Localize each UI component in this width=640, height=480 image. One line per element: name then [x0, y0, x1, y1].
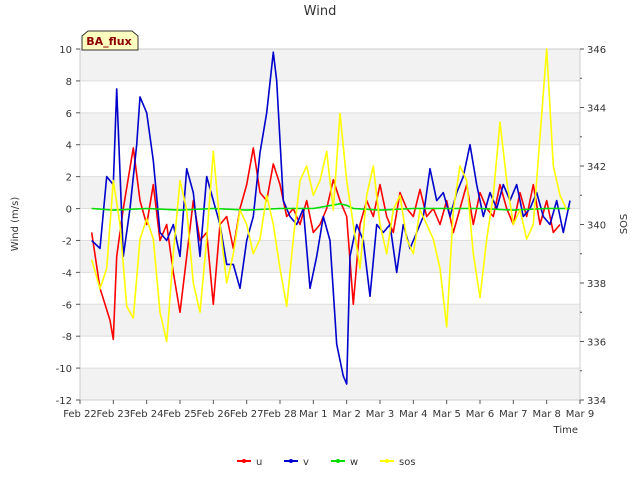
x-tick-label: Mar 2 [332, 409, 360, 420]
x-tick-label: Feb 22 [63, 409, 97, 420]
y2-tick-label: 338 [587, 279, 606, 290]
legend-marker [385, 459, 389, 463]
y-tick-label: 10 [59, 45, 72, 56]
y-tick-label: -4 [62, 268, 72, 279]
badge-label: BA_flux [86, 35, 131, 48]
background-band [80, 112, 580, 145]
series-line-v [91, 51, 571, 385]
y2-tick-label: 334 [587, 396, 606, 407]
x-tick-label: Mar 6 [466, 409, 494, 420]
series-line-sos [90, 48, 568, 343]
x-tick-label: Feb 27 [230, 409, 264, 420]
x-tick-label: Feb 26 [197, 409, 231, 420]
x-tick-label: Mar 1 [299, 409, 327, 420]
x-tick-label: Mar 7 [499, 409, 527, 420]
legend-item-sos: sos [380, 457, 416, 468]
legend-marker [336, 459, 340, 463]
x-tick-label: Mar 8 [532, 409, 560, 420]
x-tick-label: Feb 25 [163, 409, 197, 420]
background-band [80, 49, 580, 81]
legend-label: v [303, 457, 309, 468]
y-axis-title: Wind (m/s) [10, 197, 21, 252]
y-tick-label: 4 [66, 141, 72, 152]
x-tick-label: Mar 5 [432, 409, 460, 420]
y-axis-ticks: -12 -10 -8 -6 -4 -2 0 2 4 6 8 10 [56, 45, 80, 407]
x-tick-label: Feb 24 [130, 409, 164, 420]
legend-item-w: w [331, 457, 358, 468]
legend-label: w [350, 457, 358, 468]
y2-axis-title: SOS [619, 214, 630, 235]
series-lines [90, 48, 571, 385]
badge-box [81, 30, 139, 51]
y-tick-label: -10 [56, 364, 72, 375]
legend-item-v: v [284, 457, 309, 468]
y2-tick-label: 344 [587, 104, 606, 115]
series-line-w [91, 203, 570, 211]
x-tick-label: Mar 9 [566, 409, 594, 420]
legend-label: u [256, 457, 262, 468]
y-tick-label: -6 [62, 300, 72, 311]
legend-marker [242, 459, 246, 463]
y2-axis-ticks: 334 336 338 340 342 344 346 [580, 45, 606, 407]
y-tick-label: 8 [66, 77, 72, 88]
y-tick-label: -12 [56, 396, 72, 407]
x-axis-title: Time [553, 425, 578, 436]
legend-marker [289, 459, 293, 463]
x-tick-label: Feb 23 [97, 409, 131, 420]
badge: BA_flux [81, 30, 139, 51]
y2-tick-label: 346 [587, 45, 606, 56]
legend: u v w sos [237, 457, 416, 468]
background-band [80, 368, 580, 400]
y2-tick-label: 342 [587, 162, 606, 173]
x-axis-ticks: Feb 22 Feb 23 Feb 24 Feb 25 Feb 26 Feb 27 Feb … [63, 400, 594, 420]
x-tick-label: Feb 28 [263, 409, 297, 420]
chart-title: Wind [304, 4, 337, 19]
y-tick-label: -8 [62, 332, 72, 343]
plot-background [80, 49, 580, 400]
x-tick-label: Mar 4 [399, 409, 427, 420]
legend-label: sos [399, 457, 416, 468]
background-bands [80, 49, 580, 400]
y-tick-label: 6 [66, 109, 72, 120]
y-tick-label: 0 [66, 205, 72, 216]
y-tick-label: -2 [62, 236, 72, 247]
y2-tick-label: 340 [587, 221, 606, 232]
series-line-u [90, 147, 561, 341]
y2-tick-label: 336 [587, 338, 606, 349]
background-band [80, 304, 580, 337]
x-tick-label: Mar 3 [366, 409, 394, 420]
legend-item-u: u [237, 457, 262, 468]
y-tick-label: 2 [66, 173, 72, 184]
